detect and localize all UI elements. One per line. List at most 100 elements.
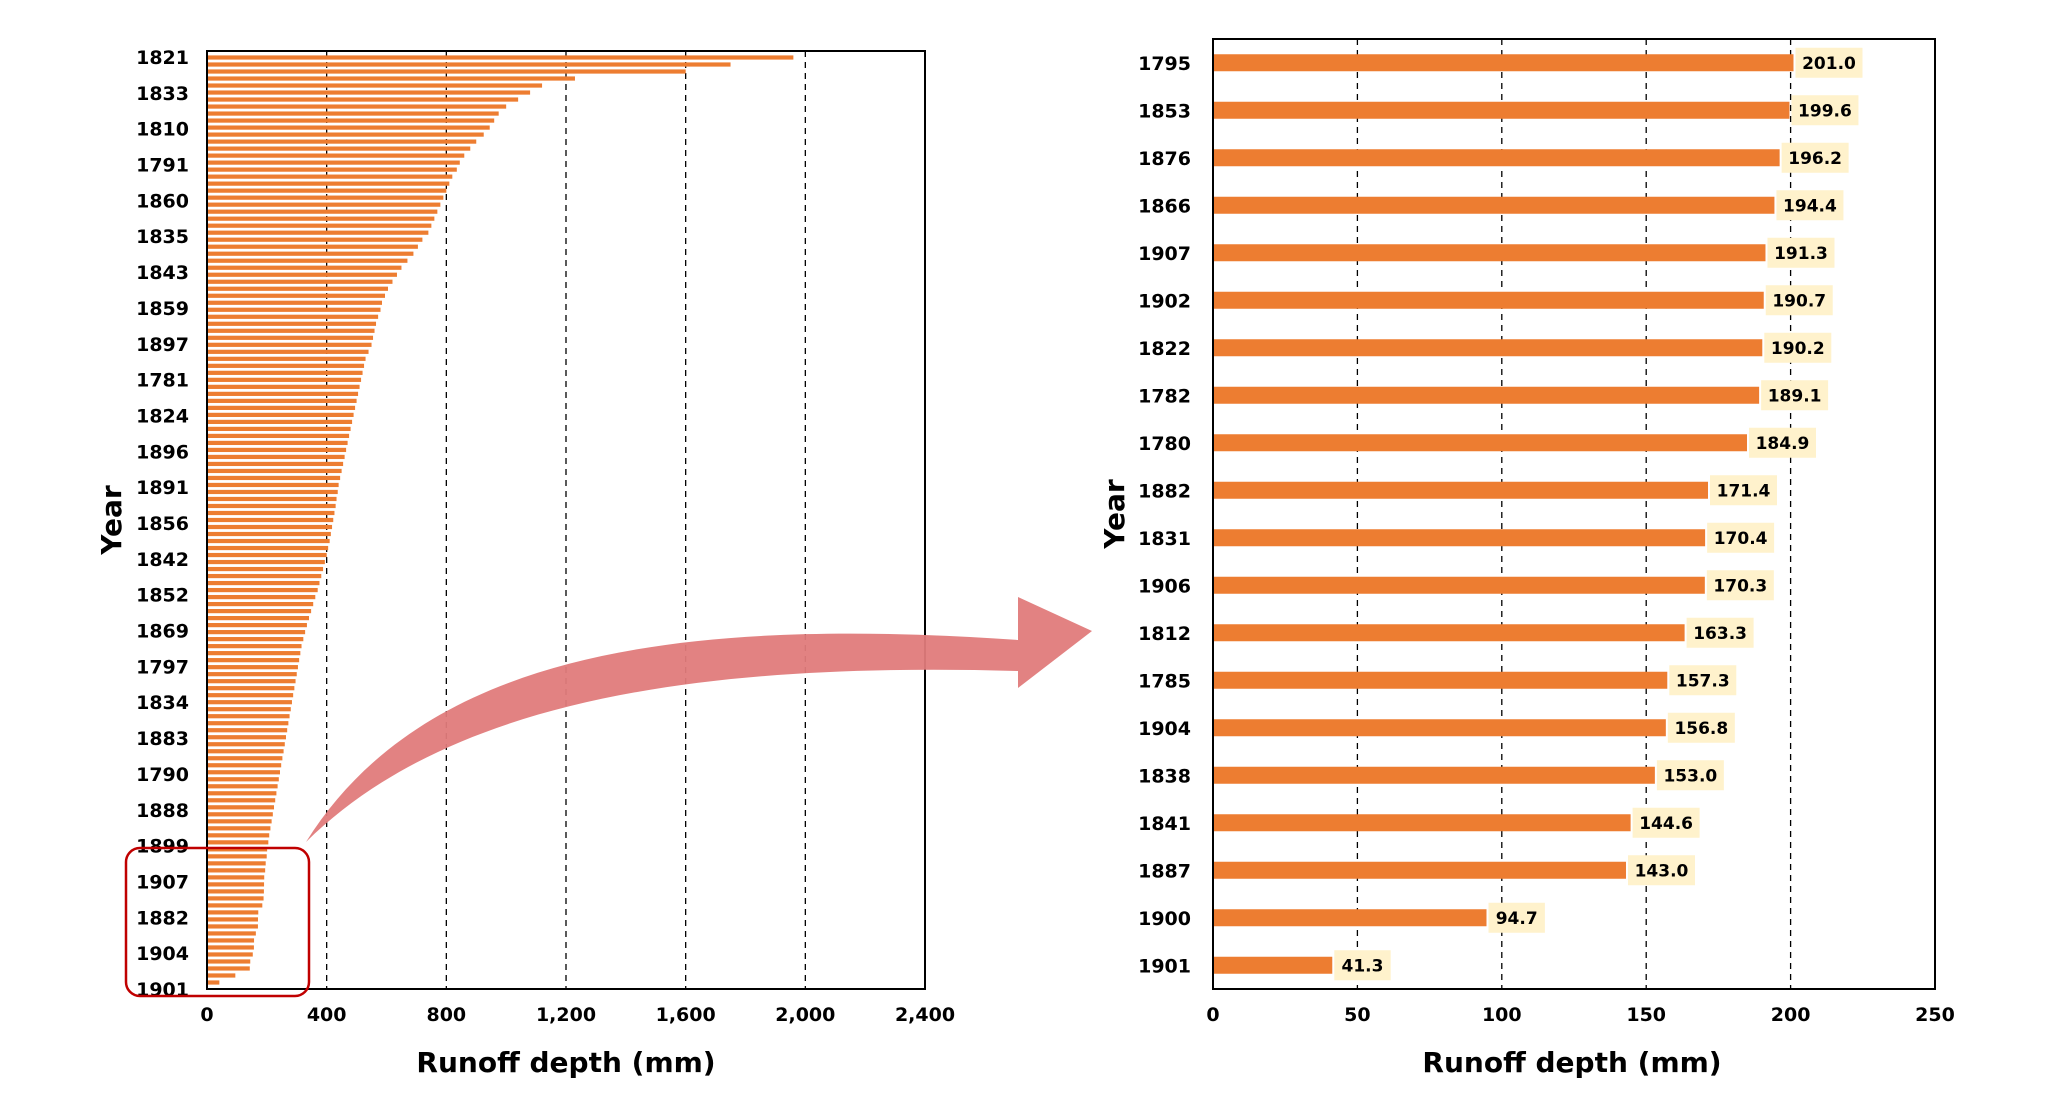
- left-bar: [207, 601, 314, 607]
- left-x-tick: 1,600: [656, 1004, 716, 1026]
- left-bar: [207, 258, 408, 263]
- left-bar: [207, 658, 300, 663]
- right-bar: [1213, 671, 1668, 689]
- left-x-axis-label: Runoff depth (mm): [416, 1046, 715, 1079]
- data-label: 153.0: [1663, 766, 1717, 786]
- left-bar: [207, 209, 438, 214]
- left-bar: [207, 854, 267, 859]
- right-x-tick: 0: [1206, 1004, 1219, 1026]
- left-bar: [207, 686, 295, 691]
- data-label-bg: [1767, 237, 1835, 268]
- left-bar: [207, 665, 298, 670]
- right-x-tick: 200: [1771, 1004, 1811, 1026]
- left-y-tick: 1869: [136, 621, 189, 643]
- data-label: 189.1: [1768, 386, 1822, 406]
- left-bar: [207, 300, 383, 305]
- left-y-tick: 1833: [136, 83, 189, 105]
- left-bar: [207, 307, 381, 312]
- left-bar: [207, 517, 334, 523]
- right-y-tick: 1812: [1138, 623, 1191, 645]
- left-bar: [207, 630, 306, 635]
- left-bar: [207, 931, 256, 936]
- data-label-bg: [1764, 332, 1832, 363]
- left-x-tick-labels: 0 400 800 1,200 1,600 2,000 2,400: [200, 1004, 955, 1026]
- left-y-tick: 1897: [136, 334, 189, 356]
- left-bar: [207, 707, 291, 712]
- left-bar: [207, 777, 279, 782]
- left-bar: [207, 903, 263, 908]
- left-bar: [207, 433, 350, 439]
- left-bar: [207, 55, 794, 60]
- left-bar: [207, 608, 312, 614]
- left-bar: [207, 412, 354, 417]
- right-bar: [1213, 909, 1487, 927]
- left-bar: [207, 952, 253, 957]
- left-y-tick: 1824: [136, 405, 189, 427]
- right-y-tick: 1906: [1138, 575, 1191, 597]
- left-chart-full-series: 1821 1833 1810 1791 1860 1835 1843 1859 1897 1781…: [95, 47, 955, 1079]
- right-bar: [1213, 339, 1763, 357]
- left-bar: [207, 174, 453, 179]
- right-bar: [1213, 386, 1760, 404]
- left-bar: [207, 552, 327, 558]
- left-bar: [207, 146, 471, 151]
- right-y-axis-label: Year: [1098, 479, 1131, 550]
- left-bar: [207, 623, 307, 628]
- left-bar: [207, 62, 731, 67]
- left-bar: [207, 693, 294, 698]
- right-y-tick: 1904: [1138, 718, 1191, 740]
- data-label: 143.0: [1635, 861, 1689, 881]
- left-bar: [207, 559, 325, 565]
- right-bar: [1213, 196, 1775, 214]
- left-bar: [207, 370, 363, 375]
- left-bar: [207, 489, 338, 495]
- left-bar: [207, 545, 329, 551]
- left-bar: [207, 812, 273, 817]
- data-label: 156.8: [1674, 719, 1728, 739]
- data-label-bg: [1795, 47, 1863, 78]
- left-bar: [207, 573, 322, 579]
- right-y-tick: 1785: [1138, 670, 1191, 692]
- left-y-tick: 1842: [136, 549, 189, 571]
- left-bar: [207, 342, 372, 347]
- left-y-tick: 1856: [136, 513, 189, 535]
- left-bar: [207, 510, 335, 516]
- right-bar: [1213, 101, 1790, 119]
- right-x-axis-label: Runoff depth (mm): [1422, 1046, 1721, 1079]
- left-y-tick: 1835: [136, 226, 189, 248]
- left-bar: [207, 959, 251, 964]
- left-bar: [207, 679, 296, 684]
- left-bar: [207, 69, 686, 74]
- left-bar: [207, 377, 362, 382]
- data-label: 190.2: [1771, 339, 1825, 359]
- left-bar: [207, 356, 366, 361]
- data-label: 94.7: [1496, 909, 1538, 929]
- right-y-tick: 1907: [1138, 243, 1191, 265]
- left-bar: [207, 721, 289, 726]
- data-label-bg: [1776, 190, 1844, 221]
- right-y-tick: 1782: [1138, 385, 1191, 407]
- left-bar: [207, 784, 278, 789]
- left-bar: [207, 868, 266, 873]
- data-label: 191.3: [1774, 244, 1828, 264]
- right-y-tick: 1795: [1138, 53, 1191, 75]
- right-y-tick: 1866: [1138, 195, 1191, 217]
- left-bar: [207, 651, 301, 656]
- left-bar: [207, 321, 377, 326]
- right-gridlines: [1356, 39, 1792, 989]
- data-label: 194.4: [1783, 196, 1837, 216]
- left-bar: [207, 111, 499, 116]
- left-bar: [207, 216, 435, 221]
- data-label: 196.2: [1788, 149, 1842, 169]
- right-y-tick: 1841: [1138, 813, 1191, 835]
- left-bar: [207, 167, 457, 172]
- left-y-tick: 1791: [136, 155, 189, 177]
- left-bar: [207, 840, 269, 845]
- data-label-bg: [1334, 950, 1391, 981]
- left-bar: [207, 861, 266, 866]
- left-bar: [207, 468, 342, 474]
- left-bar: [207, 440, 348, 446]
- data-label: 201.0: [1802, 54, 1856, 74]
- left-bar: [207, 398, 357, 403]
- left-bar: [207, 910, 259, 915]
